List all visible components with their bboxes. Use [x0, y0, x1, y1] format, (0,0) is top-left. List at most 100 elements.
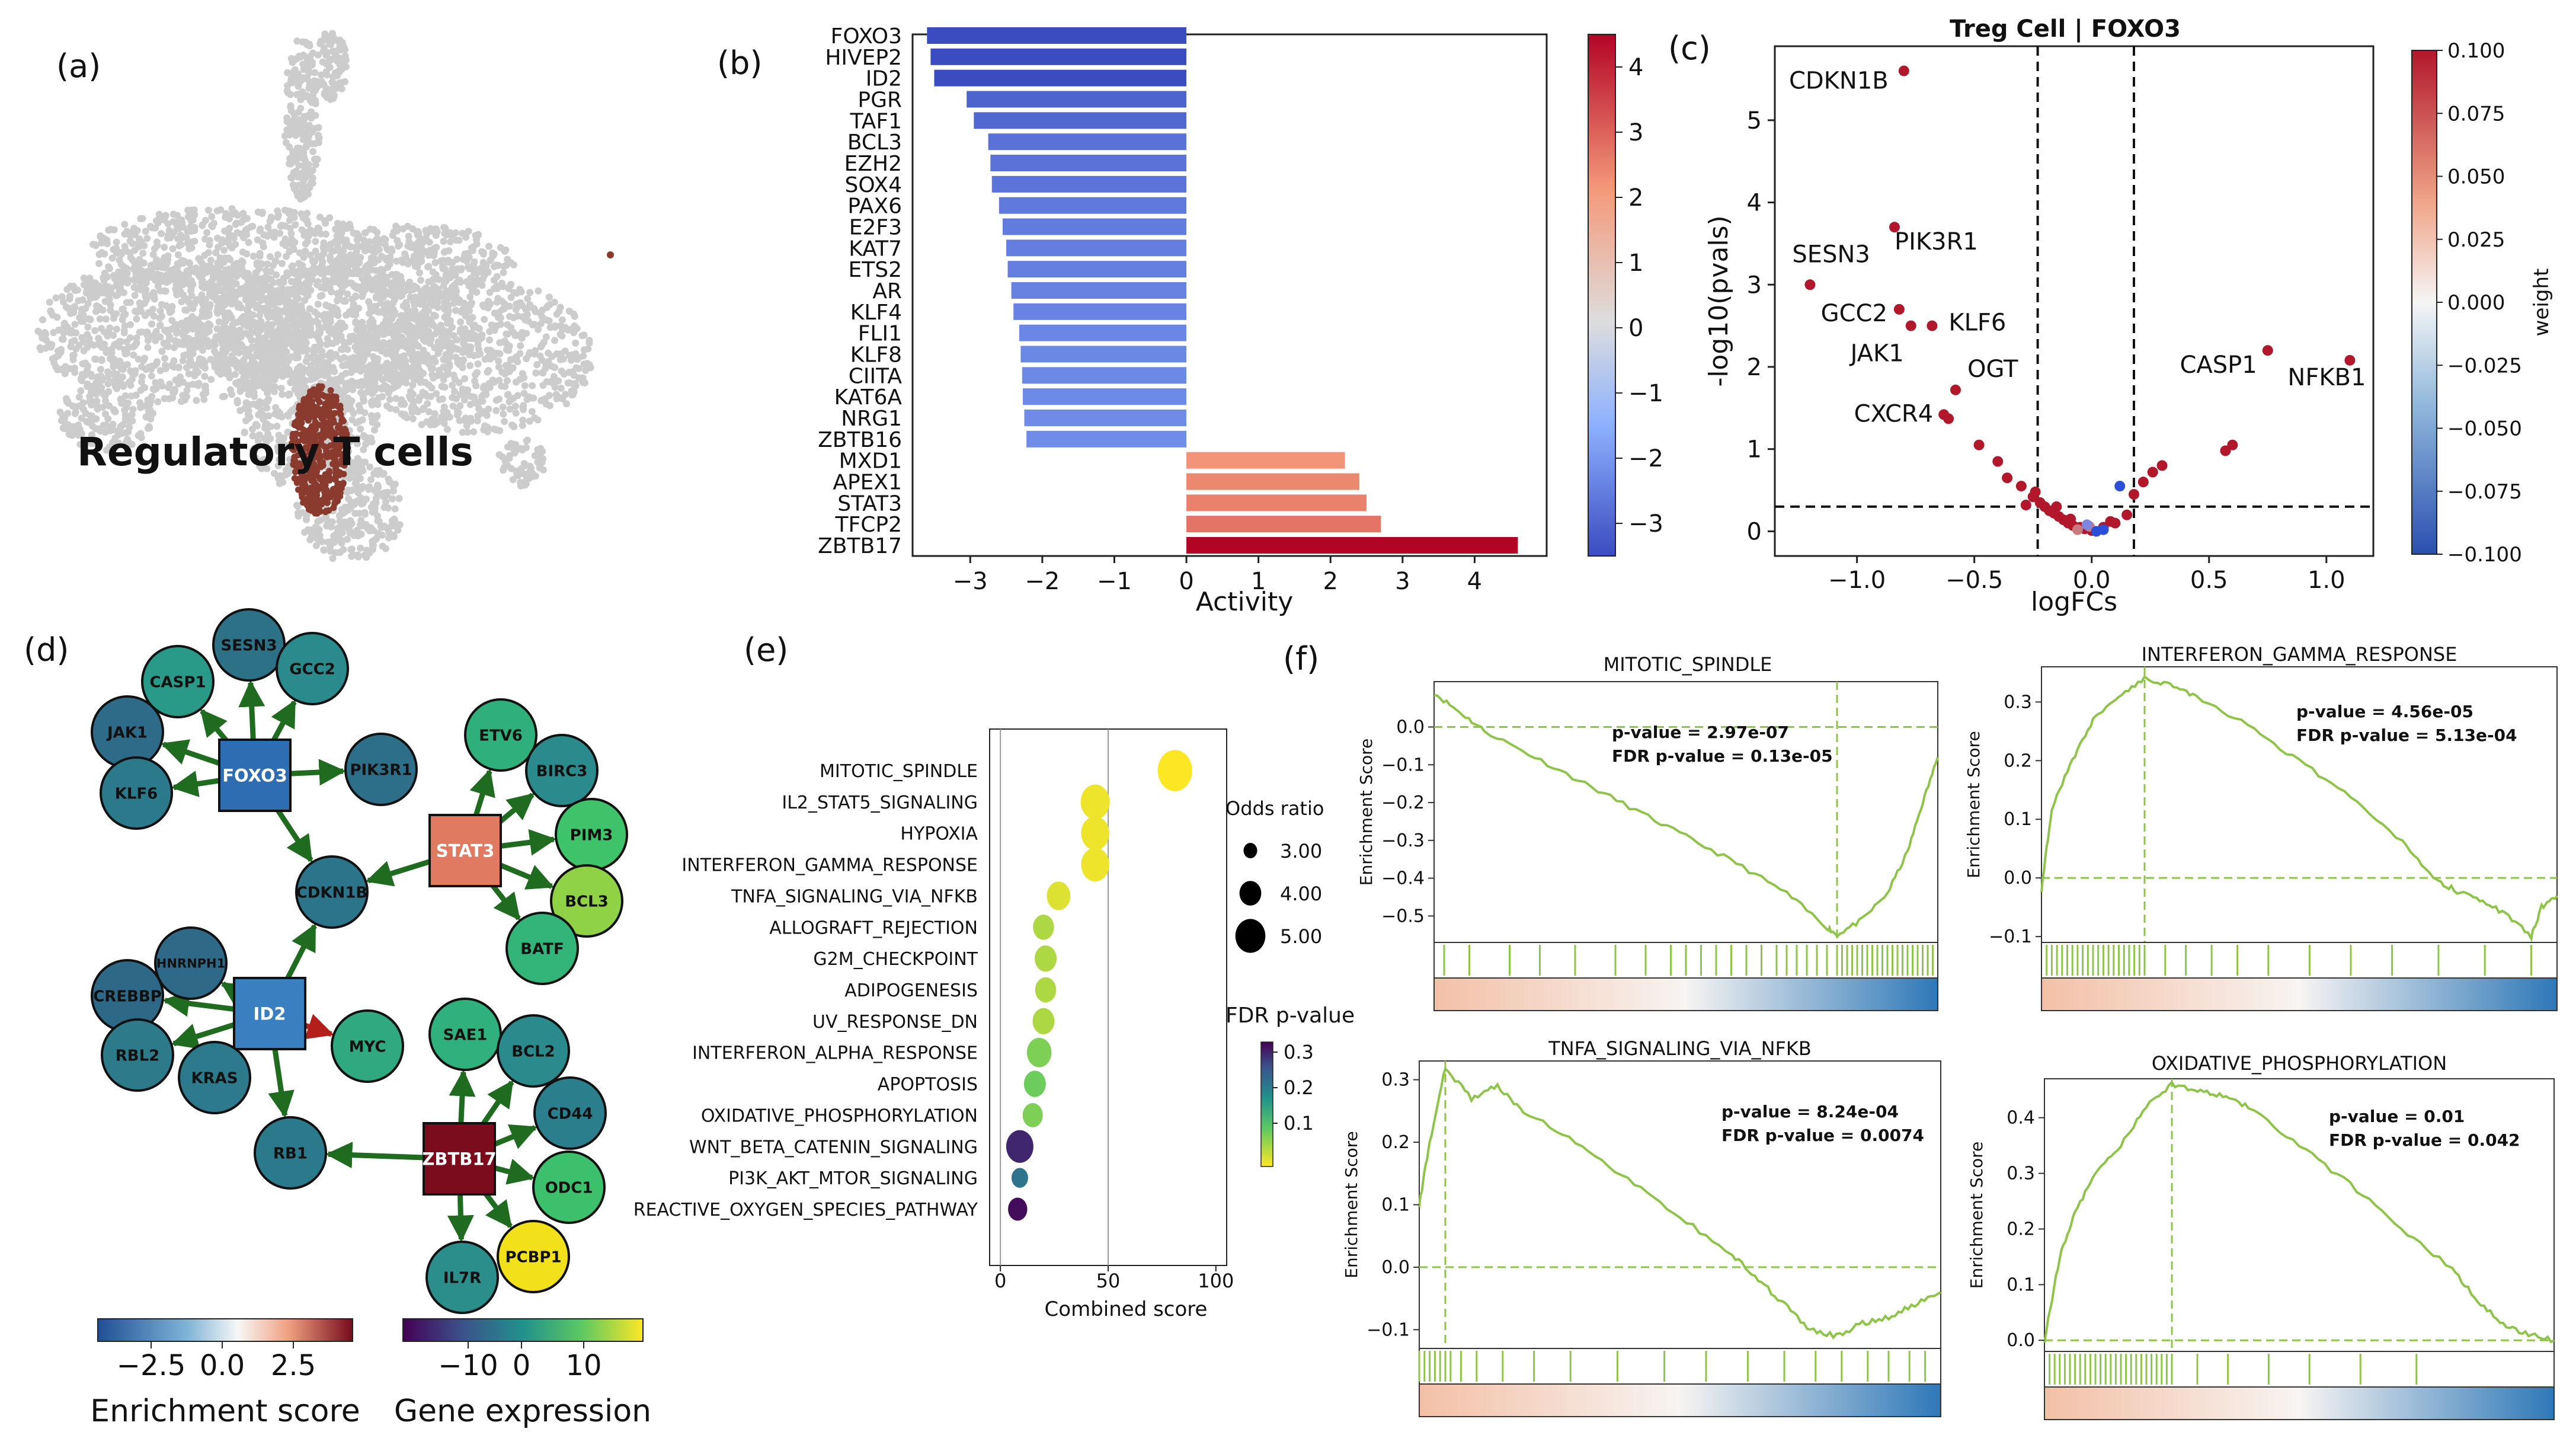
umap-cell	[84, 331, 91, 338]
umap-cell	[535, 325, 542, 333]
umap-cell	[219, 272, 226, 280]
umap-cell	[356, 484, 364, 491]
umap-cell	[34, 327, 42, 335]
umap-cell	[194, 316, 202, 324]
umap-cell	[285, 366, 293, 373]
umap-cell	[431, 330, 439, 338]
umap-cell	[257, 318, 265, 325]
umap-cell	[263, 438, 270, 446]
umap-cell	[269, 340, 277, 348]
umap-cell	[384, 290, 392, 298]
umap-cell	[509, 476, 517, 484]
umap-cell	[444, 353, 452, 360]
umap-cell	[314, 278, 322, 286]
umap-cell	[283, 272, 290, 280]
umap-cell	[334, 308, 341, 315]
umap-cell	[289, 121, 296, 129]
umap-cell	[343, 360, 351, 368]
umap-cell	[284, 324, 292, 331]
umap-cell	[306, 55, 313, 63]
umap-background-cells	[34, 30, 594, 562]
umap-cell	[357, 425, 364, 433]
umap-cell	[175, 363, 183, 371]
umap-cell	[152, 224, 159, 232]
umap-cell	[451, 388, 458, 395]
umap-cell	[495, 357, 503, 365]
umap-cell	[526, 417, 533, 425]
umap-cell	[373, 229, 381, 236]
umap-cell	[320, 250, 328, 257]
umap-cell	[214, 302, 222, 310]
umap-cell	[504, 321, 511, 328]
umap-cell	[315, 328, 322, 335]
umap-cell	[441, 275, 449, 283]
umap-cell	[519, 421, 526, 429]
umap-cell	[345, 517, 353, 525]
umap-cell	[232, 347, 240, 355]
umap-cell	[264, 260, 271, 268]
umap-cell	[545, 293, 553, 301]
umap-cell	[304, 292, 312, 299]
umap-cell	[59, 412, 66, 420]
umap-cell	[315, 124, 322, 132]
umap-cell	[350, 229, 357, 237]
umap-cell	[195, 379, 203, 387]
umap-cell	[167, 309, 174, 316]
umap-cell	[162, 341, 169, 349]
umap-cell	[428, 227, 436, 235]
umap-cell	[491, 309, 498, 317]
umap-cell	[251, 453, 259, 461]
umap-cell	[179, 357, 187, 365]
umap-cell	[369, 542, 376, 549]
umap-cell	[206, 290, 213, 298]
umap-cell	[344, 405, 351, 413]
umap-cell	[190, 324, 198, 332]
umap-cell	[299, 261, 306, 269]
umap-cell	[348, 552, 356, 560]
umap-cell	[304, 367, 312, 374]
umap-cell	[491, 378, 498, 386]
umap-cell	[188, 265, 196, 273]
umap-cell	[190, 206, 198, 214]
panel-label-b: (b)	[717, 44, 762, 82]
umap-cell	[152, 262, 159, 269]
umap-cell	[183, 317, 191, 324]
umap-cell	[484, 428, 491, 436]
umap-cell	[401, 401, 408, 408]
umap-cell	[548, 353, 556, 360]
umap-cell	[273, 334, 280, 341]
umap-cell	[203, 229, 211, 236]
umap-cell	[407, 284, 415, 292]
umap-cell	[461, 325, 469, 333]
umap-cell	[123, 350, 131, 357]
umap-cell	[367, 524, 375, 532]
umap-cell	[71, 321, 79, 328]
umap-cell	[485, 367, 492, 375]
umap-cell	[148, 270, 156, 278]
umap-cell	[410, 376, 418, 384]
umap-cell	[386, 310, 394, 318]
umap-cell	[158, 230, 165, 238]
umap-treg-cell	[340, 481, 347, 488]
umap-cell	[309, 148, 317, 155]
umap-cell	[327, 523, 335, 530]
umap-cell	[408, 408, 416, 416]
umap-cell	[365, 485, 373, 493]
umap-cell	[352, 292, 360, 300]
umap-cell	[219, 236, 226, 244]
umap-cell	[278, 222, 286, 229]
umap-cell	[529, 382, 536, 389]
umap-cell	[303, 173, 310, 181]
umap-cell	[559, 395, 567, 402]
umap-cell	[308, 114, 315, 122]
umap-cell	[341, 78, 348, 85]
umap-cell	[127, 392, 135, 400]
umap-cell	[522, 444, 530, 451]
umap-cell	[257, 225, 264, 233]
umap-cell	[143, 401, 151, 409]
umap-cell	[539, 306, 546, 314]
umap-cell	[393, 362, 401, 369]
umap-cell	[482, 262, 490, 269]
umap-cell	[366, 345, 373, 352]
umap-cell	[338, 377, 345, 385]
